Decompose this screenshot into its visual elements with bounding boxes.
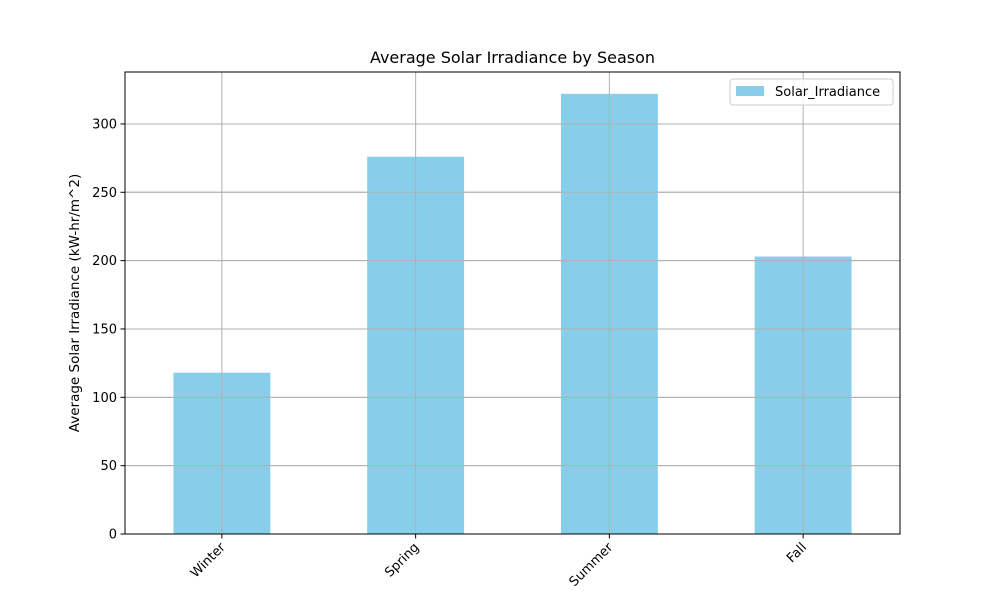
legend-box — [729, 78, 894, 106]
x-tick-label-summer: Summer — [567, 540, 617, 590]
chart-title: Average Solar Irradiance by Season — [370, 48, 655, 67]
legend-swatch — [736, 86, 764, 96]
grid-x-layer — [125, 72, 900, 534]
y-tick-label: 0 — [109, 528, 117, 543]
plot-frame — [124, 71, 901, 535]
legend[interactable]: Solar_Irradiance — [729, 78, 894, 106]
y-tick-label: 250 — [92, 186, 117, 201]
y-tick-label: 300 — [92, 117, 117, 132]
bars-layer — [173, 93, 852, 535]
x-tick-label-fall: Fall — [784, 540, 810, 566]
y-axis-label: Average Solar Irradiance (kW-hr/m^2) — [67, 174, 83, 432]
x-tick-label-winter: Winter — [188, 540, 229, 581]
y-tick-label: 150 — [92, 322, 117, 337]
x-tick-label-spring: Spring — [382, 540, 422, 580]
y-tick-label: 200 — [92, 254, 117, 269]
legend-label: Solar_Irradiance — [775, 85, 880, 100]
y-tick-label: 50 — [100, 459, 117, 474]
y-tick-label: 100 — [92, 391, 117, 406]
